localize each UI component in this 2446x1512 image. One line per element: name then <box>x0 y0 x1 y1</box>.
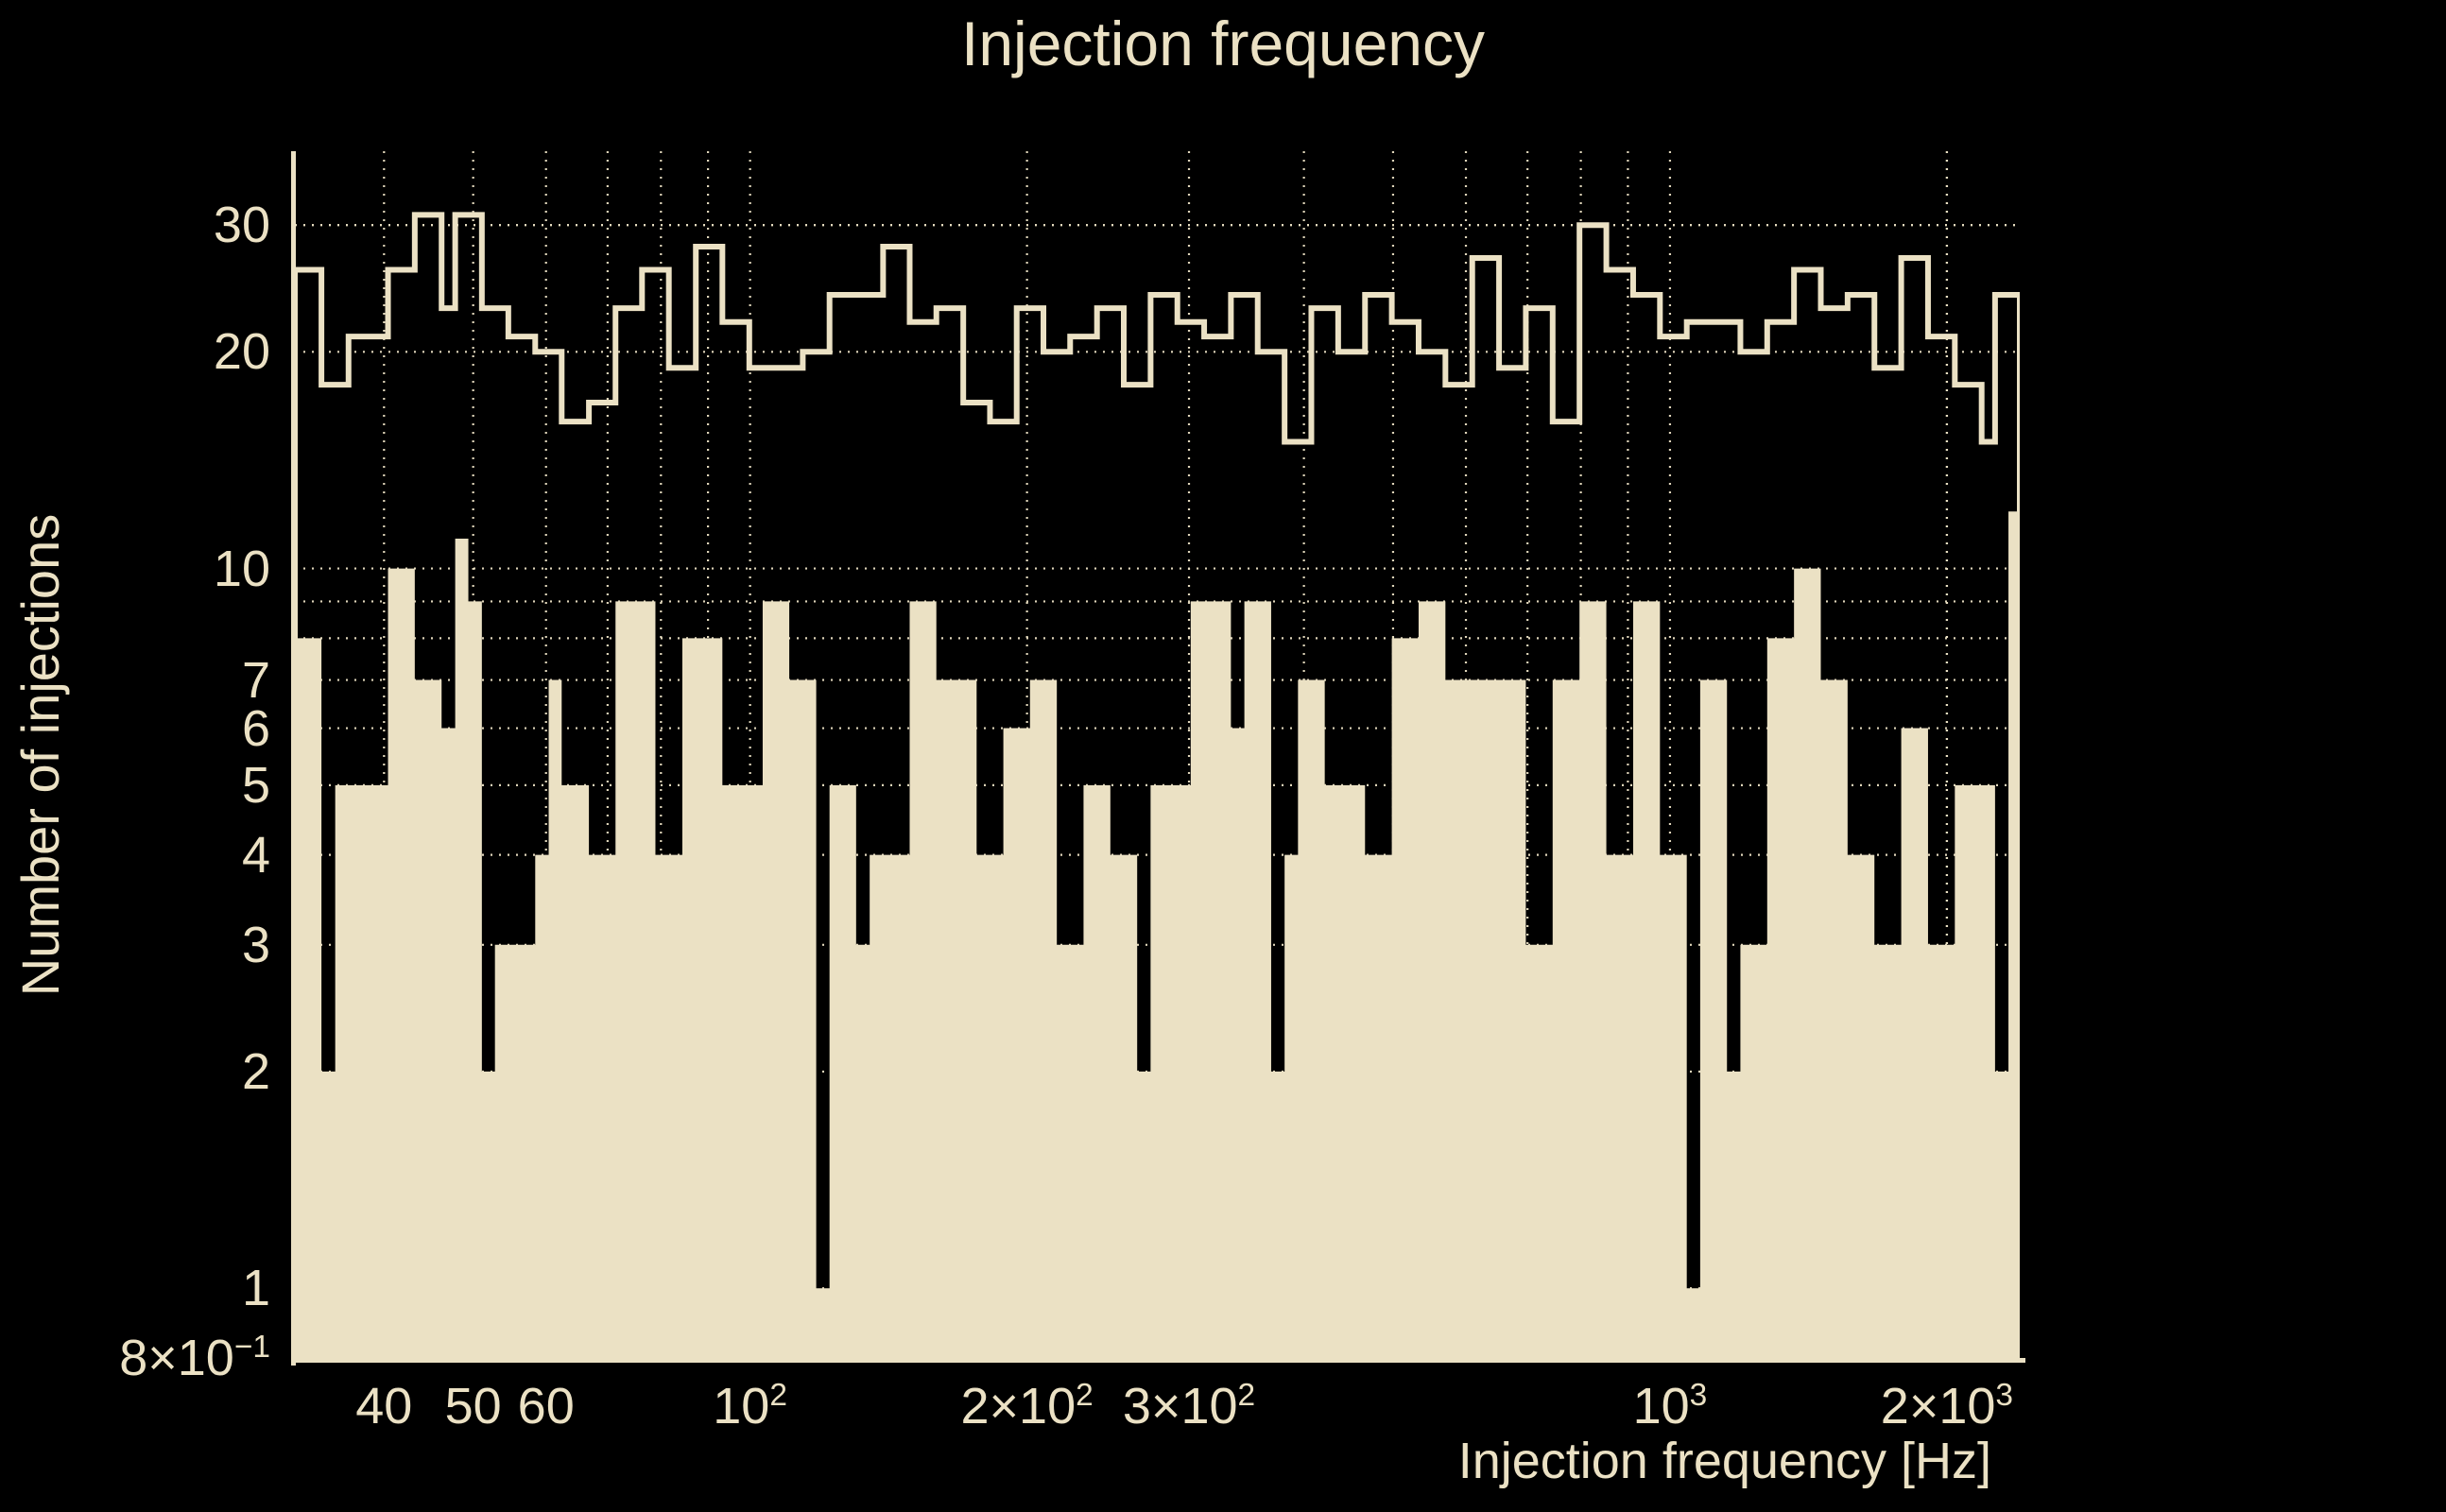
y-tick-label: 5 <box>241 756 270 814</box>
x-tick-label: 103 <box>1632 1378 1708 1435</box>
x-tick-label: 2×102 <box>960 1378 1094 1435</box>
x-axis-line <box>291 1358 2025 1363</box>
x-tick-label: 60 <box>517 1378 575 1435</box>
y-tick-label: 30 <box>213 197 270 254</box>
y-tick-label: 7 <box>241 651 270 709</box>
y-tick-label: 4 <box>241 826 270 884</box>
x-axis-label: Injection frequency [Hz] <box>1457 1433 1991 1489</box>
x-tick-label: 102 <box>713 1378 787 1435</box>
x-tick-label: 3×102 <box>1122 1378 1256 1435</box>
y-tick-label: 1 <box>241 1260 270 1317</box>
y-axis-line <box>291 151 296 1366</box>
y-tick-label: 10 <box>213 540 270 597</box>
plot-area <box>295 151 2020 1358</box>
filled-histogram <box>295 511 2020 1358</box>
y-tick-label: 20 <box>213 323 270 381</box>
outline-histogram <box>295 212 2020 1358</box>
y-tick-label: 6 <box>241 699 270 757</box>
y-tick-label: 8×10−1 <box>119 1330 270 1386</box>
plot-svg <box>295 151 2020 1358</box>
y-tick-label: 2 <box>241 1042 270 1100</box>
y-tick-label: 3 <box>241 916 270 973</box>
chart-title: Injection frequency <box>960 9 1485 78</box>
x-tick-label: 40 <box>355 1378 413 1435</box>
x-tick-label: 50 <box>444 1378 502 1435</box>
x-tick-label: 2×103 <box>1880 1378 2014 1435</box>
